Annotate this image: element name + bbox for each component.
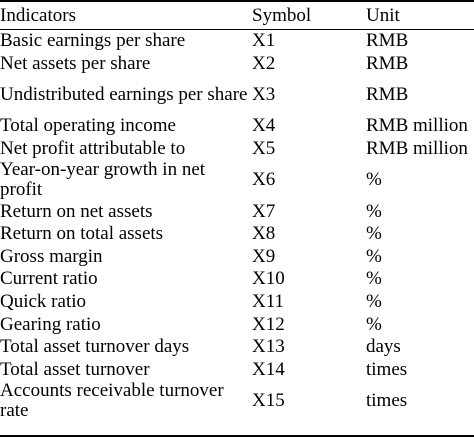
unit-cell: % [366,268,382,290]
indicator-cell: Gearing ratio [0,313,101,335]
indicator-cell: Return on total assets [0,223,164,245]
unit-cell: % [366,223,382,245]
indicator-cell: Total asset turnover [0,358,150,380]
indicator-cell: Gross margin [0,245,103,267]
symbol-cell: X13 [252,336,285,358]
unit-cell: RMB [366,84,409,106]
unit-cell: times [366,358,408,380]
header-symbol: Symbol [248,1,366,30]
unit-cell: RMB million [366,138,468,160]
symbol-cell: X9 [252,245,276,267]
unit-cell: RMB [366,30,409,52]
indicator-cell: Accounts receivable turnover rate [0,380,224,422]
header-row: Indicators Symbol Unit [0,1,474,30]
symbol-cell: X6 [252,169,276,191]
table-row: Gross margin X9 % [0,246,474,269]
indicator-cell: Quick ratio [0,291,87,313]
unit-cell: % [366,169,382,191]
table-row: Total asset turnover days X13 days [0,336,474,359]
unit-cell: days [366,336,401,358]
table-bottom-rule [0,435,474,437]
indicator-cell: Return on net assets [0,200,153,222]
unit-cell: % [366,245,382,267]
unit-cell: % [366,291,382,313]
indicator-cell: Undistributed earnings per share [0,84,248,106]
unit-cell: RMB million [366,115,468,137]
header-indicators: Indicators [0,1,248,30]
table-row: Total asset turnover X14 times [0,359,474,382]
table-row: Return on net assets X7 % [0,200,474,223]
table-header: Indicators Symbol Unit [0,1,474,30]
table-row: Basic earnings per share X1 RMB [0,30,474,53]
indicator-table: Indicators Symbol Unit Basic earnings pe… [0,1,474,422]
indicator-cell: Current ratio [0,268,98,290]
symbol-cell: X4 [252,115,276,137]
table-row: Net profit attributable to X5 RMB millio… [0,138,474,161]
symbol-cell: X1 [252,30,276,52]
indicator-cell: Total asset turnover days [0,336,190,358]
indicator-cell: Total operating income [0,115,176,137]
indicator-cell: Basic earnings per share [0,30,186,52]
symbol-cell: X5 [252,138,276,160]
table-row: Year-on-year growth in net profit X6 % [0,160,474,200]
table-row: Net assets per share X2 RMB [0,53,474,76]
unit-cell: % [366,200,382,222]
symbol-cell: X10 [252,268,285,290]
indicator-cell: Year-on-year growth in net profit [0,159,206,201]
symbol-cell: X15 [252,390,285,412]
table-row: Accounts receivable turnover rate X15 ti… [0,381,474,421]
symbol-cell: X8 [252,223,276,245]
indicator-cell: Net assets per share [0,52,151,74]
unit-cell: times [366,390,408,412]
table-row: Return on total assets X8 % [0,223,474,246]
table-row: Current ratio X10 % [0,268,474,291]
table-row: Quick ratio X11 % [0,291,474,314]
symbol-cell: X3 [252,84,276,106]
table-row: Gearing ratio X12 % [0,313,474,336]
symbol-cell: X2 [252,52,276,74]
symbol-cell: X7 [252,200,276,222]
table-row: Undistributed earnings per share X3 RMB [0,75,474,115]
indicator-cell: Net profit attributable to [0,138,186,160]
symbol-cell: X11 [252,291,285,313]
table-row: Total operating income X4 RMB million [0,115,474,138]
table-body: Basic earnings per share X1 RMB Net asse… [0,30,474,422]
unit-cell: % [366,313,382,335]
unit-cell: RMB [366,52,409,74]
header-unit: Unit [366,1,474,30]
symbol-cell: X12 [252,313,285,335]
symbol-cell: X14 [252,358,285,380]
